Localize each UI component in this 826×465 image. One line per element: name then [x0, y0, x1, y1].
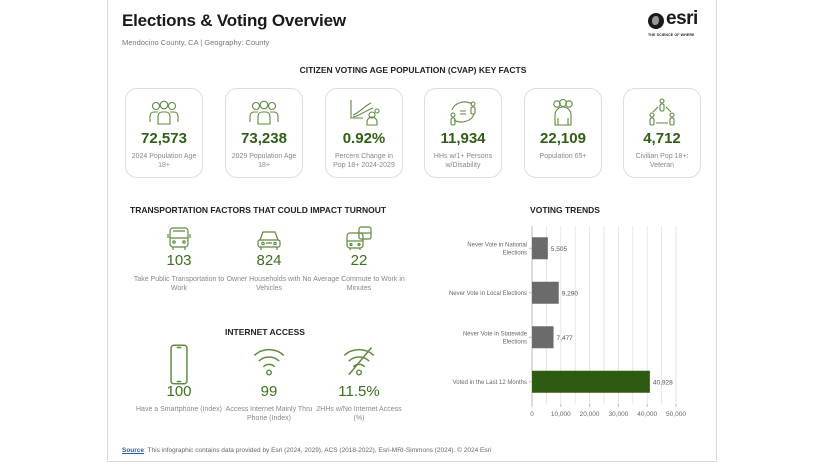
growth-chart-person-icon	[347, 98, 381, 126]
transportation-stat: 103 Take Public Transportation to Work	[131, 226, 227, 293]
veteran-network-icon	[645, 98, 679, 126]
key-fact-label: 2024 Population Age 18+	[131, 153, 197, 169]
people-group-icon	[147, 98, 181, 126]
x-tick-label: 40,000	[637, 411, 657, 418]
globe-icon	[648, 13, 664, 29]
stat-value: 100	[166, 383, 192, 400]
page-subtitle: Mendocino County, CA | Geography: County	[122, 38, 270, 47]
bar-value-label: 40,928	[653, 379, 673, 386]
stat-label: Owner Households with No Vehicles	[226, 276, 312, 292]
transportation-heading: TRANSPORTATION FACTORS THAT COULD IMPACT…	[130, 205, 387, 215]
x-tick-label: 10,000	[551, 411, 571, 418]
transportation-stat: 824 Owner Households with No Vehicles	[221, 226, 317, 293]
stat-label: Average Commute to Work in Minutes	[313, 276, 405, 292]
bar-value-label: 9,290	[562, 290, 579, 297]
key-fact-value: 22,109	[540, 130, 586, 147]
key-fact-card: 4,712 Civilian Pop 18+: Veteran	[623, 88, 701, 178]
key-fact-card: 11,934 HHs w/1+ Persons w/Disability	[424, 88, 502, 178]
category-label: Never Vote in Local Elections	[449, 291, 527, 297]
car-icon	[254, 226, 284, 252]
bar	[532, 237, 548, 260]
key-fact-value: 11,934	[440, 130, 486, 147]
bar-value-label: 7,477	[557, 335, 574, 342]
stat-label: Take Public Transportation to Work	[133, 276, 225, 292]
seniors-icon	[546, 98, 580, 126]
category-label: Voted in the Last 12 Months	[453, 380, 527, 386]
source-link[interactable]: Source	[122, 447, 145, 454]
key-fact-value: 72,573	[141, 130, 187, 147]
page-title: Elections & Voting Overview	[122, 11, 346, 30]
key-fact-card: 22,109 Population 65+	[524, 88, 602, 178]
internet-heading: INTERNET ACCESS	[225, 327, 305, 337]
key-fact-value: 4,712	[643, 130, 681, 147]
stat-value: 824	[256, 252, 282, 269]
logo-tagline: THE SCIENCE OF WHERE	[648, 33, 695, 37]
esri-logo: esri THE SCIENCE OF WHERE	[648, 8, 706, 41]
key-fact-label: 2029 Population Age 18+	[231, 153, 297, 169]
stat-value: 99	[260, 383, 278, 400]
bar	[532, 326, 554, 349]
cvap-heading: CITIZEN VOTING AGE POPULATION (CVAP) KEY…	[299, 65, 527, 75]
voting-trends-chart: 0 10,000 20,000 30,000 40,000 50,000 5,505 Neve…	[449, 226, 686, 418]
key-fact-label: Percent Change in Pop 18+ 2024-2029	[333, 153, 395, 169]
stat-value: 11.5%	[338, 383, 380, 400]
chart-title: VOTING TRENDS	[530, 205, 600, 215]
x-tick-label: 50,000	[666, 411, 686, 418]
x-tick-label: 30,000	[608, 411, 628, 418]
source-text: : This infographic contains data provide…	[144, 447, 492, 454]
x-tick-label: 20,000	[580, 411, 600, 418]
key-fact-label: Civilian Pop 18+: Veteran	[635, 153, 689, 169]
commute-vehicles-icon	[344, 226, 374, 252]
stat-label: 2HHs w/No Internet Access (%)	[316, 406, 402, 422]
stat-label: Have a Smartphone (Index)	[136, 406, 222, 413]
stat-value: 103	[166, 252, 192, 269]
key-fact-label: Population 65+	[539, 153, 587, 160]
internet-stat: 100 Have a Smartphone (Index)	[131, 343, 227, 414]
transportation-stat: 22 Average Commute to Work in Minutes	[311, 226, 407, 293]
internet-stat: 11.5% 2HHs w/No Internet Access (%)	[311, 343, 407, 423]
key-fact-value: 73,238	[241, 130, 287, 147]
stat-label: Access Internet Mainly Thru Phone (Index…	[225, 406, 313, 422]
x-tick-label: 0	[530, 411, 534, 418]
no-wifi-icon	[342, 343, 376, 381]
key-fact-card: 72,573 2024 Population Age 18+	[125, 88, 203, 178]
people-group-icon	[247, 98, 281, 126]
smartphone-icon	[162, 343, 196, 385]
source-footer: Source: This infographic contains data p…	[122, 447, 491, 454]
bar	[532, 370, 650, 393]
category-label: Never Vote in Statewide Elections	[463, 331, 528, 345]
key-fact-card: 73,238 2029 Population Age 18+	[225, 88, 303, 178]
logo-word: esri	[666, 8, 698, 29]
bus-icon	[164, 226, 194, 252]
key-fact-card: 0.92% Percent Change in Pop 18+ 2024-202…	[325, 88, 403, 178]
bar-value-label: 5,505	[551, 246, 568, 253]
key-fact-label: HHs w/1+ Persons w/Disability	[433, 153, 493, 169]
internet-stat: 99 Access Internet Mainly Thru Phone (In…	[221, 343, 317, 423]
category-label: Never Vote in National Elections	[467, 242, 527, 256]
disability-household-icon	[446, 98, 480, 126]
stat-value: 22	[350, 252, 368, 269]
bar	[532, 281, 559, 304]
wifi-icon	[252, 343, 286, 381]
key-fact-value: 0.92%	[342, 130, 386, 147]
